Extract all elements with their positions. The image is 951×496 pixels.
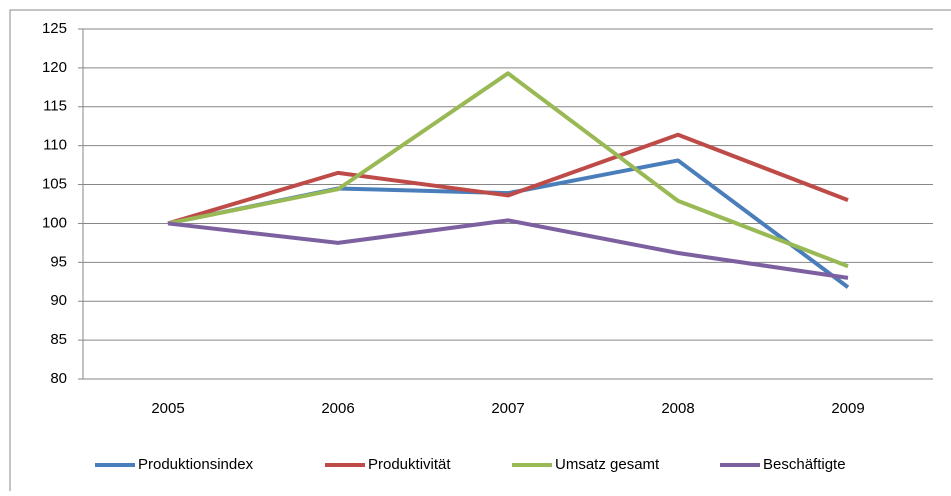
y-tick-label: 80 bbox=[50, 370, 67, 387]
y-tick-label: 90 bbox=[50, 292, 67, 309]
y-tick-label: 95 bbox=[50, 253, 67, 270]
y-tick-label: 120 bbox=[42, 59, 67, 76]
series-line bbox=[167, 218, 849, 280]
series-line bbox=[167, 132, 849, 226]
y-tick-label: 105 bbox=[42, 176, 67, 193]
legend-label: Produktivität bbox=[368, 456, 451, 473]
y-tick-label: 100 bbox=[42, 214, 67, 231]
legend-label: Beschäftigte bbox=[763, 456, 846, 473]
y-tick-label: 85 bbox=[50, 331, 67, 348]
legend-label: Produktionsindex bbox=[138, 456, 254, 473]
chart-frame bbox=[9, 9, 951, 496]
legend-label: Umsatz gesamt bbox=[555, 456, 660, 473]
y-tick-label: 125 bbox=[42, 20, 67, 37]
x-tick-label: 2006 bbox=[321, 400, 354, 417]
x-tick-label: 2009 bbox=[831, 400, 864, 417]
y-tick-label: 110 bbox=[43, 137, 67, 154]
series-line bbox=[167, 71, 849, 269]
x-tick-label: 2007 bbox=[491, 400, 524, 417]
x-tick-label: 2005 bbox=[151, 400, 184, 417]
x-tick-label: 2008 bbox=[661, 400, 694, 417]
y-tick-label: 115 bbox=[43, 98, 67, 115]
